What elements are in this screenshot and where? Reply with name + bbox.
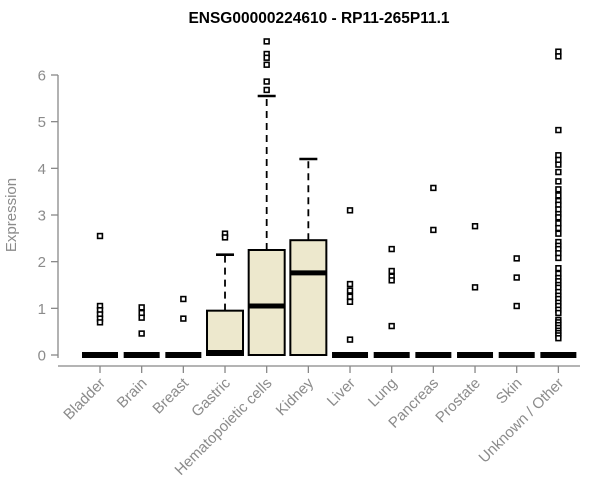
outlier-point <box>430 226 437 234</box>
chart-title: ENSG00000224610 - RP11-265P11.1 <box>188 10 449 27</box>
outlier-point <box>96 319 104 326</box>
outlier-point <box>263 86 270 94</box>
outlier-point <box>555 214 562 221</box>
box <box>247 249 286 356</box>
outlier-point <box>555 126 562 134</box>
outlier-point <box>513 274 520 281</box>
outlier-point <box>430 184 437 192</box>
outlier-point <box>555 186 562 193</box>
outlier-point <box>471 284 479 291</box>
outlier-point <box>180 315 187 322</box>
y-tick-label: 3 <box>38 208 46 225</box>
x-tick-label: Brain <box>114 375 151 412</box>
x-tick-label: Kidney <box>273 374 318 419</box>
x-tick-label: Bladder <box>60 375 109 424</box>
outlier-point <box>513 255 520 262</box>
x-tick-label: Lung <box>365 375 401 411</box>
outlier-point <box>471 223 479 230</box>
y-tick-label: 5 <box>38 114 46 131</box>
outlier-point <box>555 334 562 342</box>
outlier-point <box>221 234 229 241</box>
outlier-point <box>555 254 562 262</box>
outlier-point <box>346 207 354 214</box>
x-tick-label: Prostate <box>432 375 484 427</box>
outlier-point <box>346 298 354 305</box>
y-tick-label: 4 <box>38 161 46 178</box>
outlier-point <box>513 302 520 310</box>
outlier-point <box>180 295 187 303</box>
outlier-point <box>346 293 354 300</box>
x-tick-label: Skin <box>493 375 526 408</box>
outlier-point <box>263 78 270 85</box>
outlier-point <box>263 61 270 68</box>
outlier-point <box>555 264 562 272</box>
outlier-point <box>263 38 270 45</box>
y-tick-label: 0 <box>38 348 46 365</box>
box <box>206 309 245 356</box>
outlier-point <box>263 54 270 61</box>
x-tick-label: Liver <box>324 375 359 410</box>
outlier-point <box>555 168 562 176</box>
y-axis-title: Expression <box>3 178 20 252</box>
outlier-point <box>388 245 395 253</box>
outlier-point <box>555 178 562 185</box>
outlier-point <box>555 192 562 199</box>
outlier-point <box>555 161 562 168</box>
outlier-point <box>138 314 145 321</box>
outlier-point <box>388 322 395 330</box>
y-tick-label: 6 <box>38 68 46 85</box>
outlier-point <box>388 267 395 275</box>
outlier-point <box>96 232 104 240</box>
outlier-point <box>346 287 354 294</box>
y-tick-label: 2 <box>38 254 46 271</box>
outlier-point <box>555 53 562 60</box>
outlier-point <box>388 277 395 284</box>
outlier-point <box>346 280 354 288</box>
outlier-point <box>138 304 145 311</box>
outlier-point <box>346 336 354 343</box>
x-tick-label: Breast <box>149 374 192 417</box>
y-tick-label: 1 <box>38 301 46 318</box>
outlier-point <box>138 330 145 337</box>
box <box>289 239 328 356</box>
outlier-point <box>555 224 562 232</box>
outlier-point <box>555 309 562 317</box>
outlier-point <box>555 230 562 237</box>
